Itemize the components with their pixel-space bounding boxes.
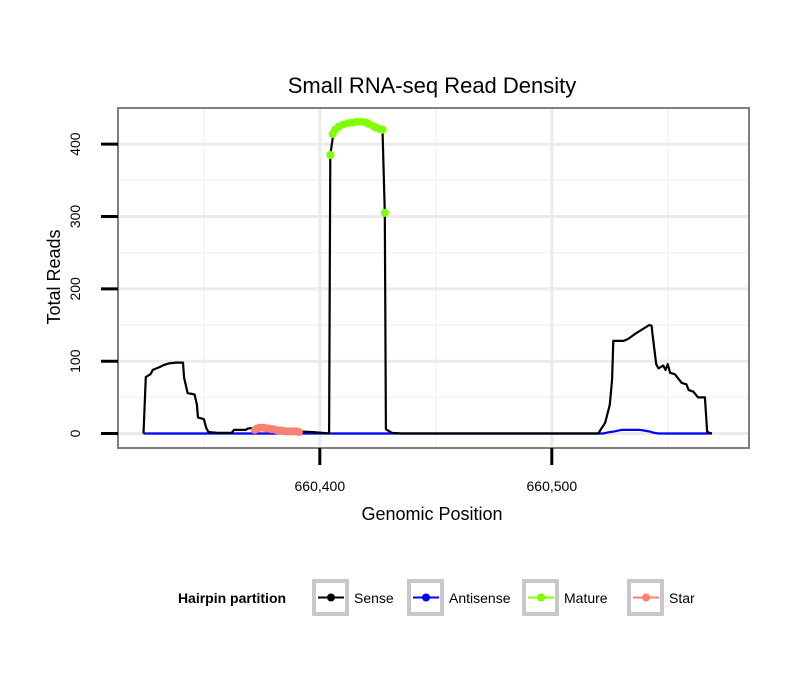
series-line-antisense: [143, 428, 712, 435]
series-layer: [142, 117, 713, 437]
legend: Hairpin partition Sense Antisense Mature St…: [178, 579, 695, 616]
chart-title: Small RNA-seq Read Density: [288, 73, 577, 98]
legend-label: Mature: [564, 590, 608, 606]
legend-item-sense: Sense: [312, 579, 394, 616]
x-axis-label: Genomic Position: [361, 504, 502, 524]
legend-label: Sense: [354, 590, 394, 606]
axis-ticks: 660,400 660,500 0 100 200 300 400: [67, 132, 577, 494]
y-tick-label: 200: [67, 277, 83, 301]
y-tick-label: 100: [67, 349, 83, 373]
legend-label: Star: [669, 590, 695, 606]
plot-panel: [117, 107, 750, 449]
legend-key-point: [327, 593, 335, 602]
legend-key-point: [642, 593, 650, 602]
legend-key-point: [422, 593, 430, 602]
legend-item-antisense: Antisense: [407, 579, 511, 616]
legend-key-point: [537, 593, 545, 602]
y-tick-label: 0: [67, 429, 83, 437]
data-point-mature: [326, 151, 335, 159]
data-point-mature: [380, 208, 389, 217]
legend-title: Hairpin partition: [178, 590, 286, 606]
legend-item-star: Star: [627, 579, 695, 616]
x-tick-label: 660,400: [295, 478, 346, 494]
legend-item-mature: Mature: [522, 579, 608, 616]
data-point-star: [294, 428, 303, 437]
legend-label: Antisense: [449, 590, 511, 606]
y-tick-label: 300: [67, 205, 83, 229]
y-tick-label: 400: [67, 132, 83, 156]
y-axis-label: Total Reads: [44, 229, 64, 324]
x-tick-label: 660,500: [527, 478, 578, 494]
data-point-mature: [378, 125, 387, 134]
